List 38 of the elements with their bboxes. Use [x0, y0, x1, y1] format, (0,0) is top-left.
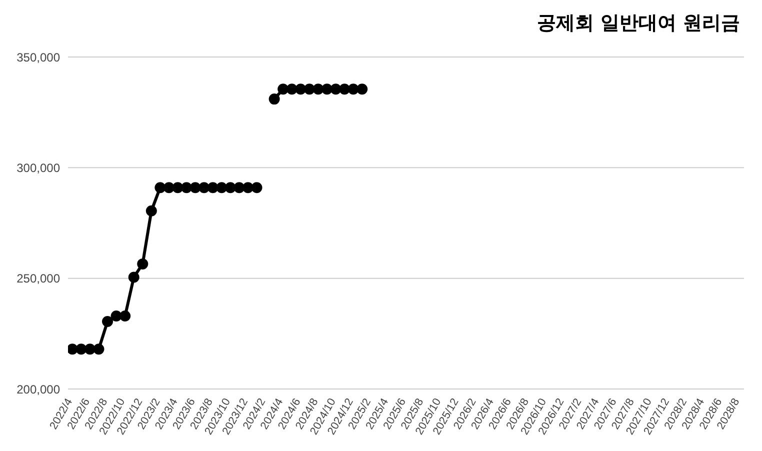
y-tick-label: 350,000: [16, 50, 60, 64]
point: [321, 84, 332, 95]
point: [120, 310, 131, 322]
y-tick-label: 200,000: [16, 382, 60, 396]
point: [198, 182, 210, 194]
point: [181, 182, 192, 194]
point: [242, 182, 254, 194]
point: [207, 182, 218, 194]
point: [330, 84, 342, 95]
point: [339, 84, 350, 95]
point: [84, 344, 96, 355]
point: [190, 182, 201, 194]
point: [251, 182, 262, 194]
point: [76, 344, 87, 355]
chart-title: 공제회 일반대여 원리금: [536, 11, 740, 36]
point: [304, 84, 315, 95]
point: [216, 182, 228, 194]
point: [295, 84, 306, 95]
point: [154, 182, 166, 194]
point: [163, 182, 174, 194]
point: [286, 84, 298, 95]
point: [102, 316, 114, 327]
point: [278, 84, 289, 95]
y-tick-label: 300,000: [16, 160, 60, 175]
y-tick-label: 250,000: [16, 272, 60, 286]
point: [110, 310, 122, 322]
point: [68, 344, 78, 355]
point: [93, 344, 104, 355]
point: [146, 205, 157, 216]
point: [348, 84, 359, 95]
point: [356, 84, 368, 95]
point: [312, 84, 324, 95]
point: [234, 182, 245, 194]
point: [137, 258, 148, 270]
point: [224, 182, 236, 194]
point: [128, 272, 140, 283]
point: [268, 94, 280, 105]
point: [172, 182, 184, 194]
